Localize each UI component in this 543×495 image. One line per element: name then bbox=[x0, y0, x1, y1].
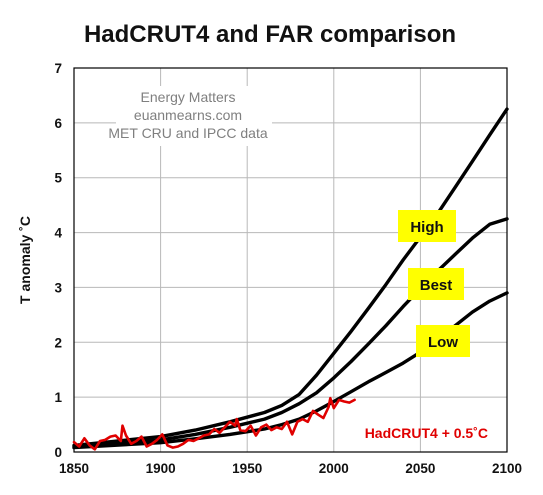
chart-title: HadCRUT4 and FAR comparison bbox=[84, 21, 456, 48]
series-label-best: Best bbox=[420, 277, 453, 294]
y-tick-label: 1 bbox=[54, 390, 62, 405]
y-tick-label: 3 bbox=[54, 280, 62, 295]
series-line-hadcrut4-0-5-c bbox=[72, 396, 356, 451]
y-tick-label: 0 bbox=[54, 445, 62, 460]
x-tick-label: 2050 bbox=[405, 461, 435, 476]
series-line-best bbox=[72, 217, 509, 449]
y-axis-ticks: 0 1 2 3 4 5 6 7 bbox=[54, 61, 62, 460]
label-box-high bbox=[398, 210, 456, 242]
y-axis-label: T anomaly ˚C bbox=[17, 216, 33, 304]
y-tick-label: 4 bbox=[54, 226, 62, 241]
annotation-background bbox=[116, 86, 272, 146]
x-tick-label: 2100 bbox=[492, 461, 522, 476]
series-label-low: Low bbox=[428, 334, 458, 351]
y-tick-label: 5 bbox=[54, 171, 62, 186]
x-tick-label: 1900 bbox=[146, 461, 176, 476]
source-annotation: Energy Matters euanmearns.com MET CRU and … bbox=[108, 86, 272, 146]
x-axis-ticks: 1850 1900 1950 2000 2050 2100 bbox=[59, 461, 522, 476]
label-box-best bbox=[408, 268, 464, 300]
annotation-line: euanmearns.com bbox=[134, 107, 242, 123]
series-label-high: High bbox=[410, 219, 443, 236]
x-tick-label: 2000 bbox=[319, 461, 349, 476]
series-labels: High Best Low HadCRUT4 + 0.5˚C bbox=[365, 210, 488, 441]
plot-area-frame bbox=[73, 67, 508, 453]
annotation-line: Energy Matters bbox=[141, 89, 236, 105]
y-tick-label: 6 bbox=[54, 116, 62, 131]
y-tick-label: 2 bbox=[54, 335, 62, 350]
y-tick-label: 7 bbox=[54, 61, 62, 76]
x-tick-label: 1850 bbox=[59, 461, 89, 476]
label-box-low bbox=[416, 325, 470, 357]
series-lines bbox=[72, 107, 509, 451]
annotation-line: MET CRU and IPCC data bbox=[108, 125, 267, 141]
series-label-hadcrut4: HadCRUT4 + 0.5˚C bbox=[365, 425, 488, 441]
x-tick-label: 1950 bbox=[232, 461, 262, 476]
